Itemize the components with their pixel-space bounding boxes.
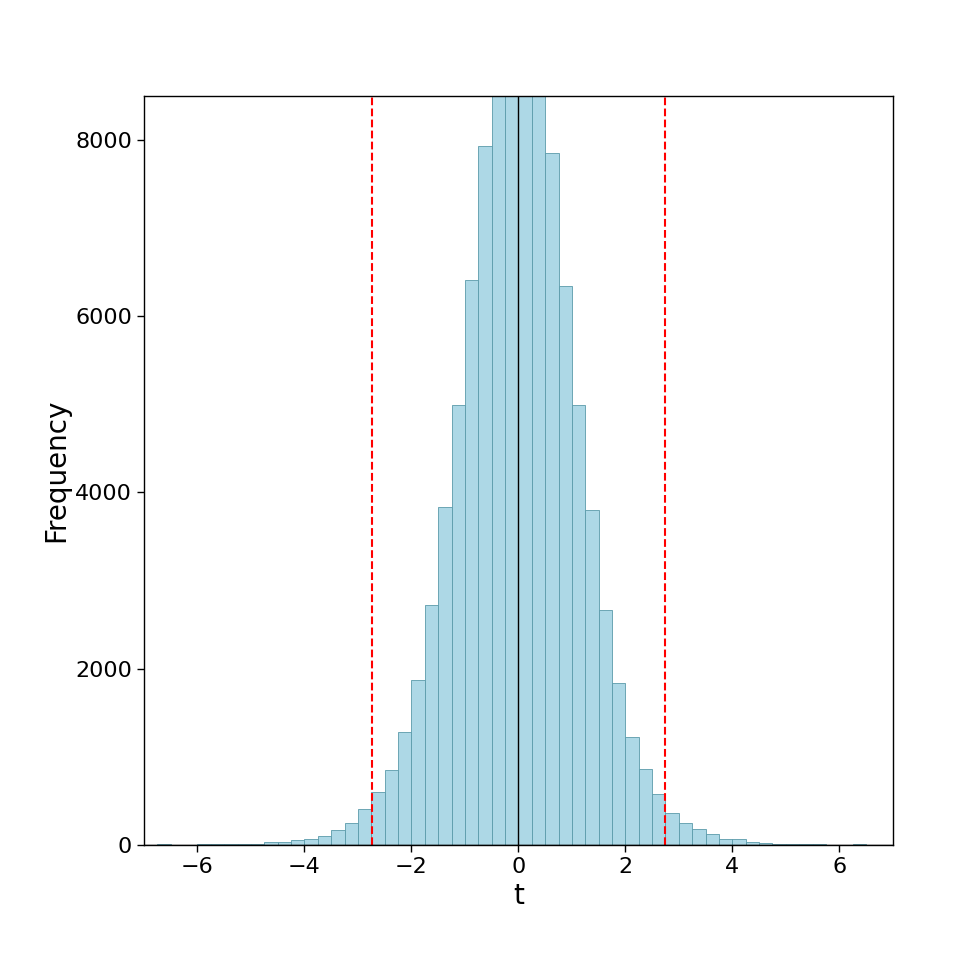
Bar [385,770,398,845]
Bar [759,843,773,845]
Bar [625,736,638,845]
Bar [665,813,679,845]
Bar [679,824,692,845]
Bar [638,769,652,845]
Bar [706,834,719,845]
Bar [773,844,786,845]
Bar [372,792,385,845]
Y-axis label: Frequency: Frequency [42,398,70,542]
Bar [438,507,451,845]
Bar [719,838,732,845]
Bar [586,510,599,845]
Bar [358,809,372,845]
Bar [264,843,277,845]
Bar [572,405,586,845]
Bar [412,681,425,845]
Bar [505,12,518,845]
Bar [304,839,318,845]
Bar [291,840,304,845]
Bar [559,286,572,845]
Bar [545,153,559,845]
Bar [532,39,545,845]
Bar [478,146,492,845]
Bar [599,610,612,845]
Bar [451,405,465,845]
Bar [612,683,625,845]
Bar [251,844,264,845]
Bar [398,732,412,845]
Bar [652,795,665,845]
Bar [331,829,345,845]
Bar [425,605,438,845]
Bar [786,844,800,845]
Bar [492,54,505,845]
Bar [345,823,358,845]
Bar [318,836,331,845]
Bar [746,842,759,845]
Bar [277,842,291,845]
Bar [732,839,746,845]
Bar [465,279,478,845]
X-axis label: t: t [513,882,524,910]
Bar [692,828,706,845]
Bar [518,10,532,845]
